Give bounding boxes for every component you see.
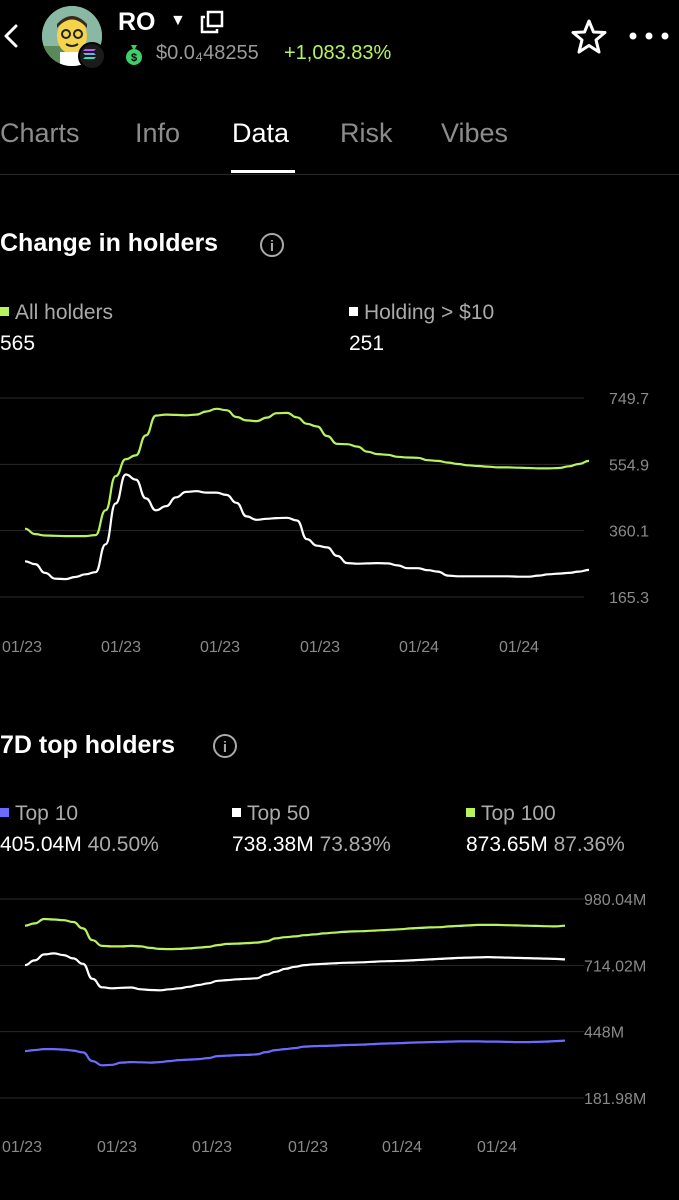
tab-charts[interactable]: Charts bbox=[0, 118, 80, 148]
series-line-top-100 bbox=[24, 917, 566, 951]
x-tick-label: 01/23 bbox=[101, 639, 141, 656]
x-tick-label: 01/24 bbox=[399, 639, 439, 656]
legend-swatch bbox=[232, 807, 241, 817]
all-holders-value: 565 bbox=[0, 332, 36, 355]
tab-info[interactable]: Info bbox=[135, 118, 181, 148]
series-line-holding-10 bbox=[24, 473, 590, 581]
top-50-amount: 738.38M bbox=[232, 833, 314, 856]
top-100-amount: 873.65M bbox=[466, 833, 548, 856]
x-tick-label: 01/23 bbox=[2, 639, 42, 656]
y-tick-label: 165.3 bbox=[609, 590, 649, 607]
top-50-percent: 73.83% bbox=[319, 833, 391, 856]
legend-swatch bbox=[0, 306, 9, 316]
token-ticker[interactable]: RO bbox=[118, 8, 156, 36]
star-icon[interactable] bbox=[570, 18, 608, 56]
top-100-percent: 87.36% bbox=[553, 833, 625, 856]
y-tick-label: 714.02M bbox=[584, 958, 646, 975]
price-change: +1,083.83% bbox=[284, 42, 392, 64]
active-tab-indicator bbox=[231, 170, 295, 173]
tab-data[interactable]: Data bbox=[232, 118, 290, 148]
x-tick-label: 01/23 bbox=[2, 1139, 42, 1156]
legend-holding-over-10: Holding > $10 bbox=[349, 301, 494, 325]
legend-swatch bbox=[0, 807, 9, 817]
legend-label: Top 100 bbox=[481, 802, 556, 825]
tab-bar: Charts Info Data Risk Vibes bbox=[0, 112, 679, 175]
holding-over-10-value: 251 bbox=[349, 332, 385, 355]
x-tick-label: 01/23 bbox=[300, 639, 340, 656]
x-tick-label: 01/23 bbox=[192, 1139, 232, 1156]
legend-label: Top 50 bbox=[247, 802, 311, 825]
legend-label: Holding > $10 bbox=[364, 301, 495, 324]
top-holders-line-chart: 980.04M 714.02M 448M 181.98M 01/23 01/23 01/23… bbox=[0, 892, 646, 1156]
legend-swatch bbox=[466, 807, 475, 817]
x-tick-label: 01/24 bbox=[477, 1139, 517, 1156]
x-tick-label: 01/24 bbox=[499, 639, 539, 656]
top-holders-section-title: 7D top holders bbox=[0, 731, 176, 759]
legend-label: Top 10 bbox=[15, 802, 79, 825]
tab-vibes[interactable]: Vibes bbox=[441, 118, 509, 148]
top-10-amount: 405.04M bbox=[0, 833, 82, 856]
y-tick-label: 181.98M bbox=[584, 1091, 646, 1108]
solana-chain-icon bbox=[78, 42, 106, 70]
holders-line-chart: 749.7 554.9 360.1 165.3 01/23 01/23 01/23 01/23… bbox=[0, 391, 649, 656]
token-price: $0.0₄48255 bbox=[156, 42, 259, 64]
legend-top-50: Top 50 bbox=[232, 802, 310, 826]
y-tick-label: 749.7 bbox=[609, 391, 649, 408]
tab-risk[interactable]: Risk bbox=[340, 118, 393, 148]
legend-top-100: Top 100 bbox=[466, 802, 556, 826]
x-tick-label: 01/23 bbox=[97, 1139, 137, 1156]
legend-swatch bbox=[349, 306, 358, 316]
back-button[interactable] bbox=[0, 18, 26, 54]
series-line-top-50 bbox=[24, 952, 566, 992]
x-tick-label: 01/23 bbox=[288, 1139, 328, 1156]
y-tick-label: 980.04M bbox=[584, 892, 646, 909]
series-line-top-10 bbox=[24, 1039, 566, 1067]
svg-text:$: $ bbox=[131, 52, 137, 64]
info-icon[interactable]: i bbox=[213, 734, 237, 758]
top-10-percent: 40.50% bbox=[87, 833, 159, 856]
y-tick-label: 360.1 bbox=[609, 524, 649, 541]
x-tick-label: 01/23 bbox=[200, 639, 240, 656]
legend-all-holders: All holders bbox=[0, 301, 113, 325]
token-avatar bbox=[42, 6, 102, 66]
top-100-value: 873.65M 87.36% bbox=[466, 833, 625, 857]
more-options-icon[interactable] bbox=[627, 24, 671, 48]
chevron-left-icon bbox=[4, 24, 18, 48]
series-line-all-holders bbox=[24, 407, 590, 538]
top-10-value: 405.04M 40.50% bbox=[0, 833, 159, 857]
caret-down-icon[interactable]: ▼ bbox=[170, 12, 186, 29]
y-tick-label: 448M bbox=[584, 1025, 624, 1042]
x-tick-label: 01/24 bbox=[382, 1139, 422, 1156]
money-bag-icon: $ bbox=[122, 42, 146, 72]
info-icon[interactable]: i bbox=[260, 233, 284, 257]
y-tick-label: 554.9 bbox=[609, 457, 649, 474]
holders-section-title: Change in holders bbox=[0, 229, 219, 257]
copy-icon[interactable] bbox=[200, 10, 224, 34]
top-50-value: 738.38M 73.83% bbox=[232, 833, 391, 857]
legend-top-10: Top 10 bbox=[0, 802, 78, 826]
legend-label: All holders bbox=[15, 301, 114, 324]
